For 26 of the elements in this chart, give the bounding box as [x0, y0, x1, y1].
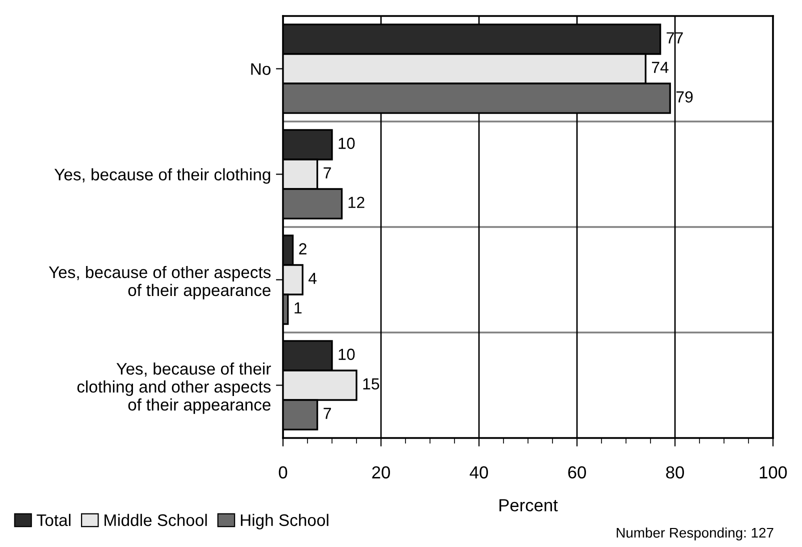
data-label: 12	[348, 196, 364, 208]
x-tick-label: 100	[760, 466, 787, 479]
y-tick-label: No	[251, 63, 270, 75]
data-label: 15	[363, 378, 380, 390]
legend-label: High School	[240, 514, 328, 530]
legend-label: Middle School	[104, 514, 207, 526]
text: Number Responding: 127	[616, 527, 774, 540]
data-label: 10	[338, 138, 355, 149]
y-tick-label: Yes, because of their clothing and other aspects of their appearance	[77, 362, 271, 414]
x-tick-label: 60	[568, 466, 586, 479]
data-label: 4	[308, 272, 317, 284]
x-tick-label: 40	[470, 466, 488, 479]
data-label: 1	[294, 302, 302, 314]
data-label: 2	[299, 243, 306, 254]
x-tick-label: 80	[666, 466, 684, 479]
data-label: 79	[676, 91, 693, 103]
data-label: 7	[324, 167, 331, 178]
legend-label: Total	[36, 514, 70, 526]
x-tick-label: 20	[372, 466, 390, 479]
data-label: 74	[652, 62, 668, 73]
data-label: 7	[324, 408, 331, 419]
y-tick-label: Yes, because of their clothing	[54, 168, 270, 184]
data-label: 10	[338, 348, 355, 360]
x-tick-label: 0	[278, 466, 288, 479]
x-axis-title: Percent	[500, 499, 558, 512]
y-tick-label: Yes, because of other aspects of their appearance	[48, 266, 271, 300]
